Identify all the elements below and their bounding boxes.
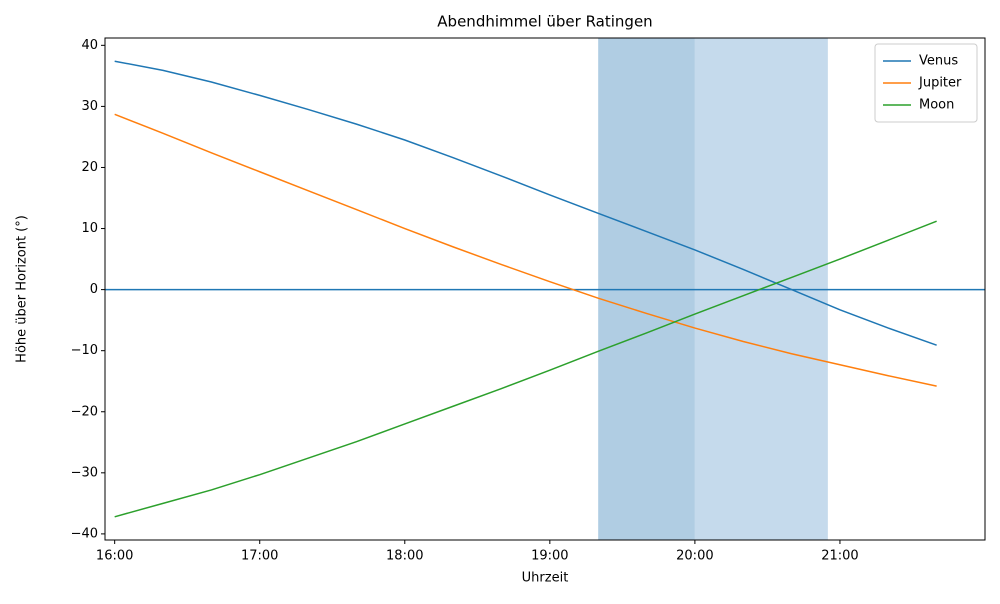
- y-tick-label: 0: [90, 282, 98, 297]
- y-tick-label: 10: [81, 221, 98, 236]
- legend-box: [874, 43, 978, 123]
- x-tick-label: 19:00: [531, 549, 568, 564]
- y-tick-label: −40: [71, 526, 98, 541]
- x-tick-label: 16:00: [96, 549, 133, 564]
- legend-label: Jupiter: [918, 76, 962, 91]
- y-tick-label: 30: [81, 99, 98, 114]
- x-tick-label: 18:00: [386, 549, 423, 564]
- y-axis-label: Höhe über Horizont (°): [15, 215, 30, 363]
- y-tick-label: −30: [71, 465, 98, 480]
- legend-label: Venus: [919, 54, 958, 69]
- series-line: [114, 60, 937, 346]
- x-tick-label: 17:00: [241, 549, 278, 564]
- x-tick-label: 21:00: [821, 549, 858, 564]
- y-tick-label: −20: [71, 404, 98, 419]
- series-line: [114, 113, 937, 387]
- x-axis-label: Uhrzeit: [522, 571, 569, 586]
- y-tick-label: −10: [71, 343, 98, 358]
- series-line: [114, 220, 937, 518]
- legend-label: Moon: [919, 98, 954, 113]
- y-tick-label: 20: [81, 160, 98, 175]
- plot-frame: [104, 37, 986, 541]
- y-tick-label: 40: [81, 38, 98, 53]
- chart-title: Abendhimmel über Ratingen: [437, 13, 652, 31]
- x-tick-label: 20:00: [676, 549, 713, 564]
